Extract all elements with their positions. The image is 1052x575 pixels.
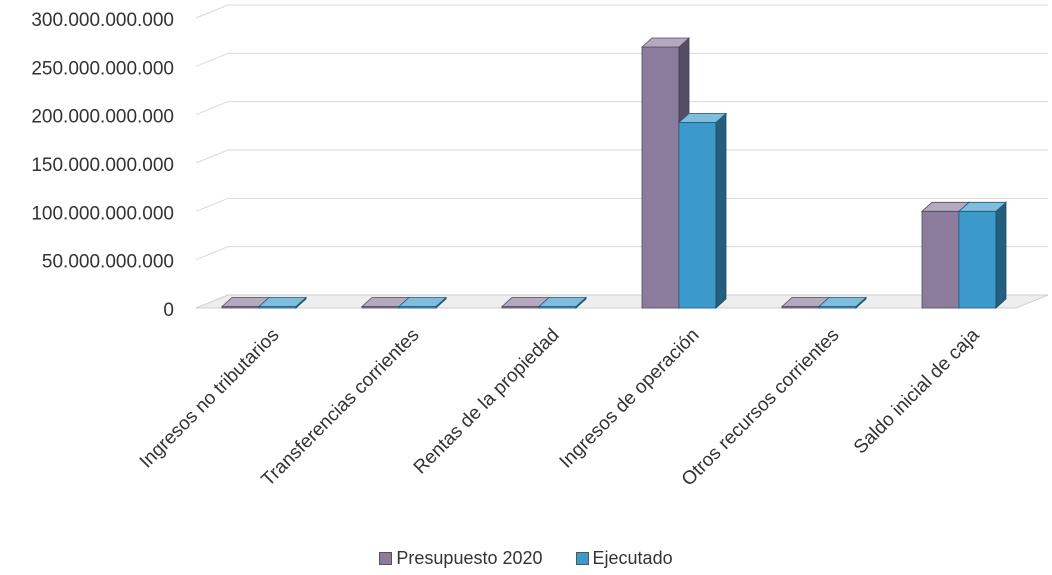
floor-plane <box>195 294 1049 309</box>
bars <box>220 37 1008 309</box>
bar <box>817 296 868 309</box>
x-tick-label: Ingresos de operación <box>556 325 704 473</box>
y-tick-label: 0 <box>163 300 174 321</box>
legend-item-ejecutado: Ejecutado <box>575 548 673 569</box>
x-tick-label: Saldo inicial de caja <box>850 324 984 458</box>
bar <box>257 296 308 309</box>
gridlines <box>195 4 1048 261</box>
legend: Presupuesto 2020 Ejecutado <box>0 548 1052 569</box>
bar <box>397 296 448 309</box>
chart-floor <box>195 294 1049 309</box>
y-tick-label: 300.000.000.000 <box>31 10 174 31</box>
x-tick-label: Rentas de la propiedad <box>410 325 564 479</box>
legend-label-presupuesto: Presupuesto 2020 <box>396 548 543 568</box>
bar <box>537 296 588 309</box>
gridline <box>195 197 1048 212</box>
gridline <box>195 52 1048 67</box>
y-tick-label: 50.000.000.000 <box>42 252 174 273</box>
gridline <box>195 101 1048 116</box>
y-tick-label: 200.000.000.000 <box>31 107 174 128</box>
bar <box>677 112 728 309</box>
gridline <box>195 149 1048 164</box>
gridline <box>195 4 1048 19</box>
legend-swatch-ejecutado <box>575 552 589 565</box>
legend-label-ejecutado: Ejecutado <box>592 548 673 568</box>
y-tick-label: 150.000.000.000 <box>31 155 174 176</box>
y-tick-label: 250.000.000.000 <box>31 58 174 79</box>
y-axis: 0 50.000.000.000 100.000.000.000 150.000.00… <box>31 10 174 321</box>
x-tick-label: Ingresos no tributarios <box>136 325 284 473</box>
bar <box>957 201 1008 309</box>
x-tick-label: Otros recursos corrientes <box>678 325 844 491</box>
legend-item-presupuesto: Presupuesto 2020 <box>379 548 543 569</box>
y-tick-label: 100.000.000.000 <box>31 203 174 224</box>
gridline <box>195 246 1048 261</box>
x-tick-label: Transferencias corrientes <box>258 325 424 491</box>
legend-swatch-presupuesto <box>379 552 393 565</box>
